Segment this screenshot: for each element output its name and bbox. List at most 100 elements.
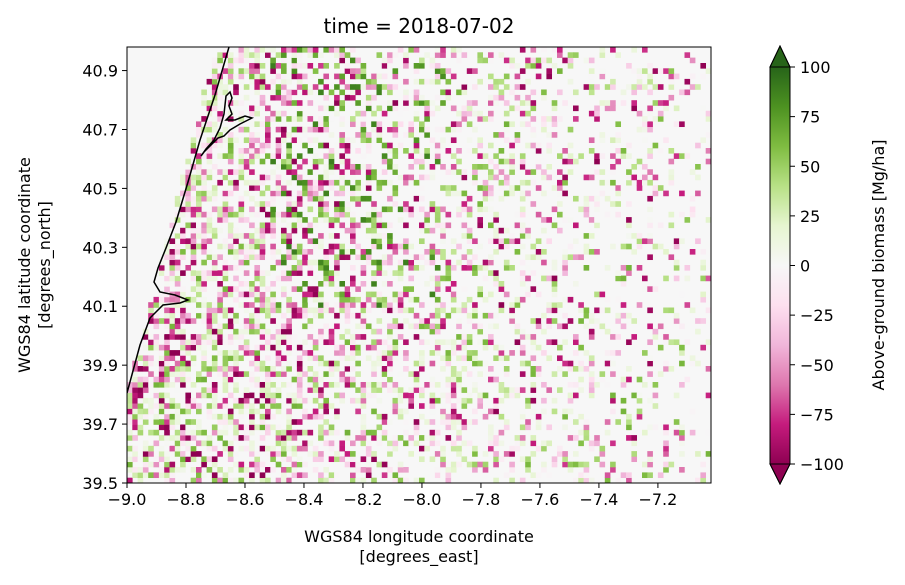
heatmap-cell (647, 238, 653, 245)
heatmap-cell (180, 334, 186, 340)
heatmap-cell (265, 47, 271, 53)
heatmap-cell (190, 179, 197, 186)
heatmap-cell (557, 190, 563, 197)
heatmap-cell (328, 179, 335, 186)
heatmap-cell (217, 179, 223, 186)
heatmap-cell (519, 211, 526, 218)
heatmap-cell (201, 195, 207, 202)
heatmap-cell (445, 275, 452, 282)
heatmap-cell (148, 307, 154, 314)
heatmap-cell (254, 89, 261, 96)
heatmap-cell (631, 334, 638, 340)
heatmap-cell (440, 413, 446, 420)
heatmap-cell (371, 435, 377, 441)
heatmap-cell (371, 259, 377, 266)
heatmap-cell (249, 63, 255, 69)
heatmap-cell (493, 435, 499, 441)
heatmap-cell (450, 169, 457, 175)
heatmap-cell (185, 403, 192, 409)
heatmap-cell (567, 126, 574, 133)
heatmap-cell (450, 164, 457, 170)
heatmap-cell (318, 201, 324, 207)
heatmap-cell (265, 84, 271, 90)
heatmap-cell (562, 408, 568, 415)
heatmap-cell (201, 94, 207, 101)
heatmap-cell (551, 121, 558, 128)
heatmap-cell (249, 445, 255, 452)
heatmap-cell (387, 142, 393, 149)
heatmap-cell (503, 100, 510, 106)
heatmap-cell (403, 89, 409, 96)
heatmap-cell (626, 174, 632, 181)
y-tick-label: 39.7 (82, 415, 118, 434)
heatmap-cell (647, 397, 653, 404)
heatmap-cell (562, 217, 568, 223)
heatmap-cell (286, 307, 292, 314)
heatmap-cell (312, 408, 319, 415)
heatmap-cell (599, 52, 606, 58)
heatmap-cell (419, 477, 425, 483)
heatmap-cell (371, 110, 377, 117)
heatmap-cell (254, 376, 261, 383)
heatmap-cell (142, 451, 149, 457)
heatmap-cell (498, 270, 505, 276)
heatmap-cell (403, 397, 409, 404)
heatmap-cell (132, 424, 138, 431)
heatmap-cell (328, 429, 335, 436)
heatmap-cell (461, 307, 468, 314)
heatmap-cell (557, 68, 563, 74)
heatmap-cell (180, 249, 186, 255)
heatmap-cell (567, 461, 574, 468)
heatmap-cell (344, 339, 351, 346)
heatmap-cell (461, 424, 468, 431)
heatmap-cell (323, 105, 330, 112)
heatmap-cell (663, 307, 669, 314)
heatmap-cell (158, 472, 165, 479)
heatmap-cell (381, 355, 388, 362)
heatmap-cell (211, 164, 218, 170)
heatmap-cell (291, 57, 298, 64)
heatmap-cell (243, 243, 250, 250)
heatmap-cell (594, 249, 600, 255)
heatmap-cell (461, 440, 468, 447)
heatmap-cell (551, 47, 558, 53)
heatmap-cell (323, 249, 330, 255)
heatmap-cell (174, 387, 181, 393)
heatmap-cell (519, 110, 526, 117)
heatmap-cell (275, 211, 282, 218)
heatmap-cell (493, 217, 499, 223)
heatmap-cell (371, 328, 377, 335)
heatmap-cell (419, 445, 425, 452)
heatmap-cell (466, 148, 473, 154)
heatmap-cell (233, 477, 239, 483)
heatmap-cell (302, 190, 308, 197)
heatmap-cell (350, 174, 356, 181)
heatmap-cell (259, 302, 266, 308)
heatmap-cell (419, 78, 425, 85)
heatmap-cell (445, 467, 452, 473)
heatmap-cell (403, 110, 409, 117)
heatmap-cell (227, 174, 234, 181)
heatmap-cell (408, 206, 415, 213)
heatmap-cell (429, 78, 436, 85)
heatmap-cell (604, 328, 611, 335)
heatmap-cell (387, 387, 393, 393)
heatmap-cell (498, 132, 505, 138)
heatmap-cell (275, 110, 282, 117)
heatmap-cell (620, 408, 627, 415)
heatmap-cell (270, 68, 276, 74)
heatmap-cell (169, 371, 176, 377)
heatmap-cell (275, 259, 282, 266)
heatmap-cell (631, 174, 638, 181)
heatmap-cell (307, 376, 314, 383)
heatmap-cell (350, 440, 356, 447)
heatmap-cell (663, 334, 669, 340)
heatmap-cell (169, 366, 176, 372)
heatmap-cell (403, 105, 409, 112)
heatmap-cell (434, 153, 441, 159)
heatmap-cell (546, 387, 553, 393)
heatmap-cell (360, 195, 367, 202)
heatmap-cell (434, 440, 441, 447)
heatmap-cell (626, 84, 632, 90)
heatmap-cell (286, 142, 292, 149)
